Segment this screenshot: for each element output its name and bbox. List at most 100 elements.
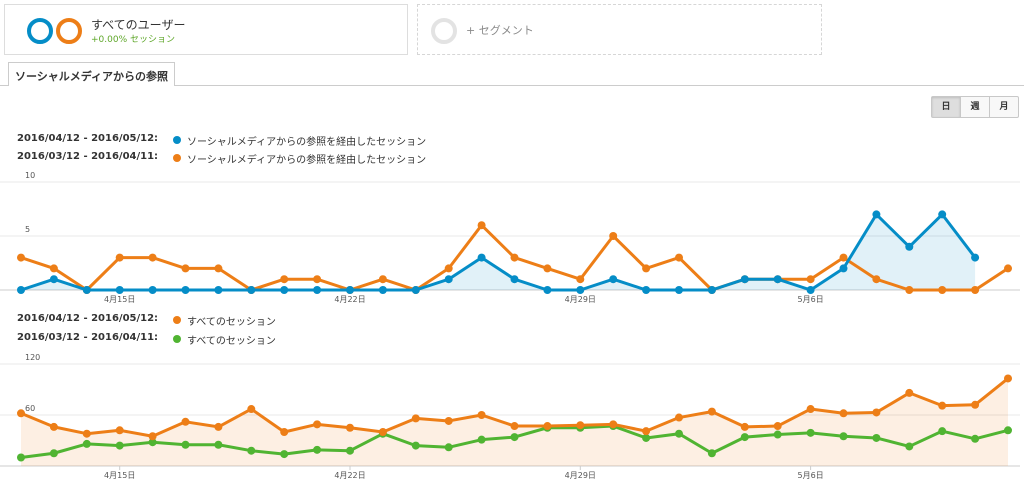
legend-series-name[interactable]: すべてのセッション	[187, 317, 276, 328]
data-point[interactable]	[971, 400, 980, 409]
data-point[interactable]	[806, 275, 815, 284]
data-point[interactable]	[181, 417, 190, 426]
data-point[interactable]	[214, 440, 223, 449]
data-point[interactable]	[280, 428, 289, 436]
data-point[interactable]	[280, 450, 289, 459]
data-point[interactable]	[346, 446, 354, 455]
data-point[interactable]	[839, 253, 848, 262]
data-point[interactable]	[49, 275, 58, 284]
data-point[interactable]	[247, 446, 256, 455]
data-point[interactable]	[839, 264, 848, 273]
data-point[interactable]	[642, 264, 651, 273]
data-point[interactable]	[346, 286, 354, 294]
period-week-button[interactable]: 週	[961, 97, 990, 117]
data-point[interactable]	[609, 232, 618, 240]
data-point[interactable]	[905, 242, 914, 251]
data-point[interactable]	[971, 434, 980, 443]
data-point[interactable]	[148, 253, 157, 262]
data-point[interactable]	[806, 428, 815, 437]
tab-social-referrals[interactable]: ソーシャルメディアからの参照	[8, 62, 176, 86]
data-point[interactable]	[905, 442, 914, 451]
data-point[interactable]	[576, 275, 585, 284]
data-point[interactable]	[675, 286, 683, 294]
data-point[interactable]	[543, 286, 552, 294]
data-point[interactable]	[609, 420, 618, 429]
data-point[interactable]	[477, 435, 486, 444]
social-sessions-chart[interactable]: 10 5 4月15日 4月22日 4月29日 5月6日	[0, 170, 1024, 310]
data-point[interactable]	[313, 286, 322, 294]
data-point[interactable]	[378, 286, 387, 294]
period-day-button[interactable]: 日	[932, 97, 961, 117]
data-point[interactable]	[576, 421, 585, 430]
data-point[interactable]	[905, 388, 914, 397]
data-point[interactable]	[477, 253, 486, 262]
legend-series-name[interactable]: ソーシャルメディアからの参照を経由したセッション	[187, 137, 427, 148]
data-point[interactable]	[346, 423, 354, 432]
data-point[interactable]	[411, 414, 420, 423]
data-point[interactable]	[971, 253, 980, 262]
data-point[interactable]	[740, 275, 749, 284]
data-point[interactable]	[872, 210, 881, 219]
data-point[interactable]	[247, 405, 256, 414]
data-point[interactable]	[576, 286, 585, 294]
data-point[interactable]	[938, 210, 947, 219]
data-point[interactable]	[675, 429, 683, 438]
data-point[interactable]	[938, 427, 947, 436]
data-point[interactable]	[675, 413, 683, 422]
data-point[interactable]	[938, 286, 947, 294]
data-point[interactable]	[1004, 426, 1012, 435]
data-point[interactable]	[609, 275, 618, 284]
data-point[interactable]	[707, 407, 716, 416]
data-point[interactable]	[1004, 374, 1012, 383]
data-point[interactable]	[510, 433, 519, 442]
data-point[interactable]	[181, 286, 190, 294]
data-point[interactable]	[313, 445, 322, 454]
data-point[interactable]	[82, 286, 91, 294]
legend-series-name[interactable]: すべてのセッション	[187, 336, 276, 347]
data-point[interactable]	[17, 286, 25, 294]
data-point[interactable]	[444, 275, 453, 284]
data-point[interactable]	[444, 416, 453, 425]
data-point[interactable]	[247, 286, 256, 294]
data-point[interactable]	[642, 433, 651, 442]
data-point[interactable]	[17, 453, 25, 462]
data-point[interactable]	[82, 429, 91, 438]
data-point[interactable]	[411, 286, 420, 294]
data-point[interactable]	[806, 405, 815, 414]
data-point[interactable]	[477, 221, 486, 230]
data-point[interactable]	[214, 264, 223, 273]
data-point[interactable]	[740, 422, 749, 431]
data-point[interactable]	[82, 439, 91, 448]
all-sessions-chart[interactable]: 120 60 4月15日 4月22日 4月29日 5月6日	[0, 350, 1024, 482]
data-point[interactable]	[17, 409, 25, 418]
data-point[interactable]	[773, 422, 782, 431]
data-point[interactable]	[510, 253, 519, 262]
data-point[interactable]	[477, 411, 486, 419]
data-point[interactable]	[181, 440, 190, 449]
data-point[interactable]	[115, 441, 124, 450]
data-point[interactable]	[313, 420, 322, 429]
add-segment-button[interactable]: + セグメント	[417, 4, 822, 55]
data-point[interactable]	[707, 449, 716, 458]
data-point[interactable]	[181, 264, 190, 273]
data-point[interactable]	[938, 401, 947, 410]
data-point[interactable]	[773, 430, 782, 439]
legend-series-name[interactable]: ソーシャルメディアからの参照を経由したセッション	[187, 155, 427, 166]
data-point[interactable]	[444, 264, 453, 273]
data-point[interactable]	[872, 433, 881, 442]
data-point[interactable]	[1004, 264, 1012, 273]
data-point[interactable]	[510, 275, 519, 284]
data-point[interactable]	[280, 286, 289, 294]
segment-card-all-users[interactable]: すべてのユーザー +0.00% セッション	[4, 4, 408, 55]
data-point[interactable]	[740, 433, 749, 442]
data-point[interactable]	[971, 286, 980, 294]
data-point[interactable]	[115, 253, 124, 262]
data-point[interactable]	[378, 428, 387, 436]
period-month-button[interactable]: 月	[999, 102, 1009, 112]
data-point[interactable]	[839, 409, 848, 418]
data-point[interactable]	[378, 275, 387, 284]
data-point[interactable]	[49, 264, 58, 273]
data-point[interactable]	[543, 264, 552, 273]
data-point[interactable]	[642, 427, 651, 436]
data-point[interactable]	[839, 432, 848, 441]
